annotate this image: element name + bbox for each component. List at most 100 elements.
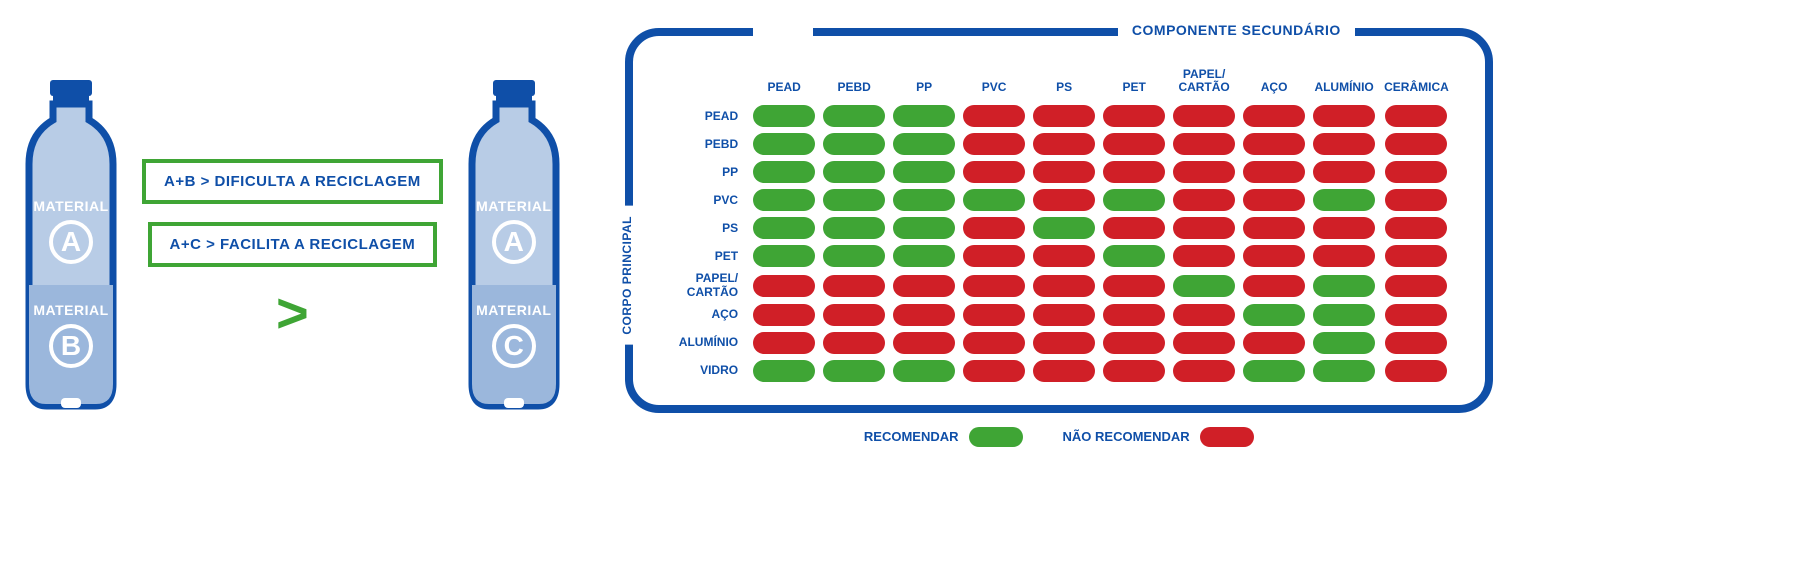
row-header: VIDRO	[679, 359, 746, 383]
pill-recommend	[1103, 189, 1165, 211]
pill-recommend	[753, 105, 815, 127]
pill-recommend	[893, 217, 955, 239]
pill-recommend	[753, 360, 815, 382]
pill-not-recommend	[1033, 304, 1095, 326]
row-header: PEAD	[679, 104, 746, 128]
pill-not-recommend	[1243, 275, 1305, 297]
right-panel: COMPONENTE SECUNDÁRIO CORPO PRINCIPAL PE…	[625, 20, 1493, 447]
pill-recommend	[823, 189, 885, 211]
pill-not-recommend	[1103, 217, 1165, 239]
pill-not-recommend	[1103, 161, 1165, 183]
pill-recommend	[823, 245, 885, 267]
pill-recommend	[1243, 360, 1305, 382]
pill-not-recommend	[1033, 105, 1095, 127]
pill-not-recommend	[1385, 105, 1447, 127]
bottle-ab: MATERIAL A MATERIAL B	[20, 80, 122, 420]
pill-not-recommend	[1103, 304, 1165, 326]
pill-not-recommend	[963, 245, 1025, 267]
col-header: ALUMÍNIO	[1312, 68, 1376, 100]
pill-recommend	[1313, 275, 1375, 297]
compatibility-matrix: PEADPEBDPPPVCPSPETPAPEL/CARTÃOAÇOALUMÍNI…	[673, 64, 1457, 387]
col-header: PEBD	[822, 68, 886, 100]
pill-recommend	[893, 133, 955, 155]
pill-recommend	[753, 189, 815, 211]
pill-not-recommend	[893, 275, 955, 297]
pill-recommend	[823, 105, 885, 127]
pill-not-recommend	[1385, 217, 1447, 239]
pill-not-recommend	[1173, 304, 1235, 326]
pill-not-recommend	[1243, 245, 1305, 267]
row-header: PS	[679, 216, 746, 240]
frame-gap	[753, 26, 813, 38]
pill-not-recommend	[1033, 133, 1095, 155]
pill-recommend	[893, 161, 955, 183]
pill-not-recommend	[963, 217, 1025, 239]
pill-not-recommend	[1103, 332, 1165, 354]
pill-not-recommend	[1385, 304, 1447, 326]
matrix-frame: COMPONENTE SECUNDÁRIO CORPO PRINCIPAL PE…	[625, 28, 1493, 413]
pill-not-recommend	[1385, 189, 1447, 211]
rules-column: A+B > DIFICULTA A RECICLAGEM A+C > FACIL…	[142, 159, 443, 341]
col-header: AÇO	[1242, 68, 1306, 100]
bottle-ac: MATERIAL A MATERIAL C	[463, 80, 565, 420]
pill-not-recommend	[963, 304, 1025, 326]
bottle2-upper-letter: A	[463, 220, 565, 264]
pill-recommend	[1173, 275, 1235, 297]
pill-recommend	[1313, 360, 1375, 382]
pill-not-recommend	[963, 360, 1025, 382]
rule-box-1: A+B > DIFICULTA A RECICLAGEM	[142, 159, 443, 204]
pill-recommend	[823, 217, 885, 239]
pill-not-recommend	[1173, 105, 1235, 127]
pill-not-recommend	[753, 332, 815, 354]
pill-recommend	[823, 133, 885, 155]
pill-not-recommend	[963, 275, 1025, 297]
row-header: PAPEL/CARTÃO	[679, 272, 746, 298]
pill-not-recommend	[1385, 275, 1447, 297]
pill-not-recommend	[1103, 275, 1165, 297]
row-header: AÇO	[679, 303, 746, 327]
pill-recommend	[1243, 304, 1305, 326]
row-header: PEBD	[679, 132, 746, 156]
bottle1-upper-letter: A	[20, 220, 122, 264]
bottle2-lower-letter: C	[463, 324, 565, 368]
pill-not-recommend	[1385, 245, 1447, 267]
row-header: ALUMÍNIO	[679, 331, 746, 355]
pill-not-recommend	[893, 304, 955, 326]
pill-not-recommend	[753, 304, 815, 326]
pill-recommend	[893, 360, 955, 382]
legend: RECOMENDAR NÃO RECOMENDAR	[625, 427, 1493, 447]
pill-not-recommend	[1103, 105, 1165, 127]
pill-not-recommend	[1313, 105, 1375, 127]
col-header: PAPEL/CARTÃO	[1172, 68, 1236, 100]
pill-recommend	[893, 245, 955, 267]
pill-not-recommend	[963, 161, 1025, 183]
col-header: PP	[892, 68, 956, 100]
row-header: PET	[679, 244, 746, 268]
arrow-icon: >	[276, 285, 309, 341]
pill-recommend	[753, 245, 815, 267]
matrix-title-top: COMPONENTE SECUNDÁRIO	[1118, 22, 1355, 38]
pill-recommend	[1313, 304, 1375, 326]
pill-not-recommend	[1243, 133, 1305, 155]
col-header: PEAD	[752, 68, 816, 100]
pill-recommend	[1033, 217, 1095, 239]
pill-not-recommend	[1313, 133, 1375, 155]
pill-not-recommend	[1103, 360, 1165, 382]
bottle1-lower-letter: B	[20, 324, 122, 368]
pill-not-recommend	[1173, 360, 1235, 382]
pill-not-recommend	[1033, 332, 1095, 354]
pill-not-recommend	[1173, 189, 1235, 211]
pill-recommend	[893, 189, 955, 211]
pill-not-recommend	[1033, 360, 1095, 382]
pill-recommend	[753, 161, 815, 183]
pill-not-recommend	[1033, 189, 1095, 211]
pill-not-recommend	[1173, 161, 1235, 183]
pill-not-recommend	[1173, 217, 1235, 239]
rule-box-2: A+C > FACILITA A RECICLAGEM	[148, 222, 438, 267]
pill-recommend	[893, 105, 955, 127]
pill-not-recommend	[963, 133, 1025, 155]
pill-not-recommend	[1173, 332, 1235, 354]
pill-not-recommend	[893, 332, 955, 354]
pill-recommend	[753, 217, 815, 239]
pill-recommend	[1313, 189, 1375, 211]
